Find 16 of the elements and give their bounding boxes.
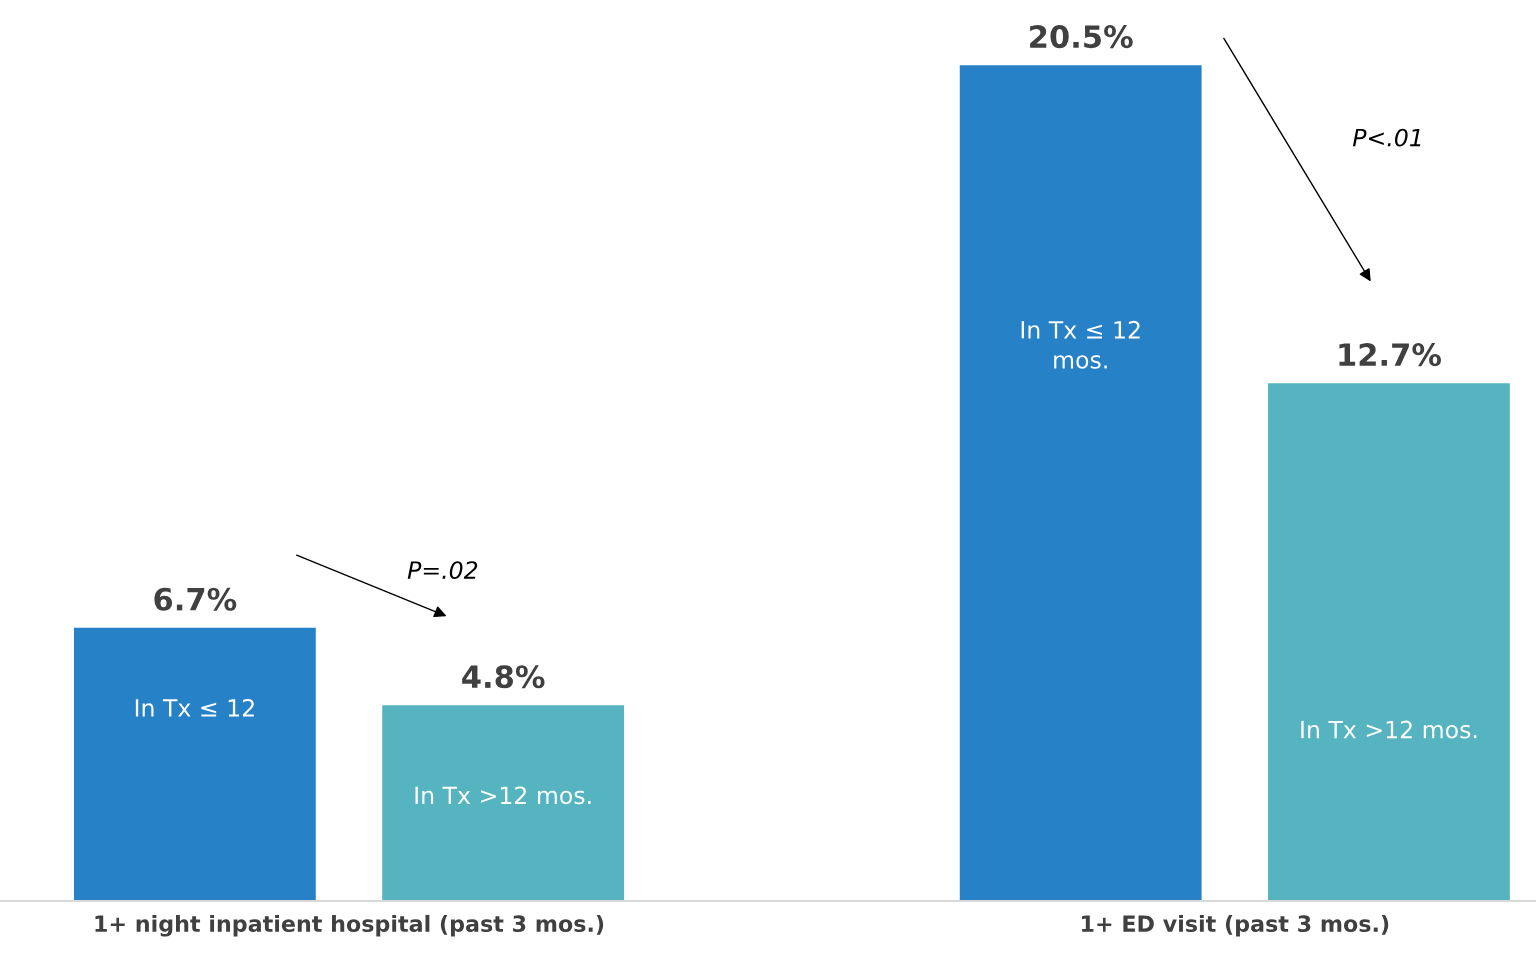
bar (73, 627, 316, 901)
bar (959, 65, 1202, 901)
annotation: In Tx ≤ 12 (135, 698, 254, 717)
annotation: In Tx ≤ 12 mos. (1021, 320, 1140, 369)
data-label: 12.7% (1339, 343, 1441, 367)
annotation: In Tx >12 mos. (1301, 720, 1477, 739)
data-label: 6.7% (154, 587, 237, 611)
bar (1268, 383, 1510, 901)
bar (382, 705, 625, 901)
annotation: P=.02 (407, 561, 478, 579)
annotation: P<.01 (1352, 128, 1421, 147)
data-label: 20.5% (1030, 25, 1133, 49)
data-label: 4.8% (462, 665, 545, 689)
x-tick-label: 1+ night inpatient hospital (past 3 mos.) (95, 914, 604, 937)
x-tick-label: 1+ ED visit (past 3 mos.) (1082, 914, 1389, 937)
annotation: In Tx >12 mos. (415, 786, 591, 805)
